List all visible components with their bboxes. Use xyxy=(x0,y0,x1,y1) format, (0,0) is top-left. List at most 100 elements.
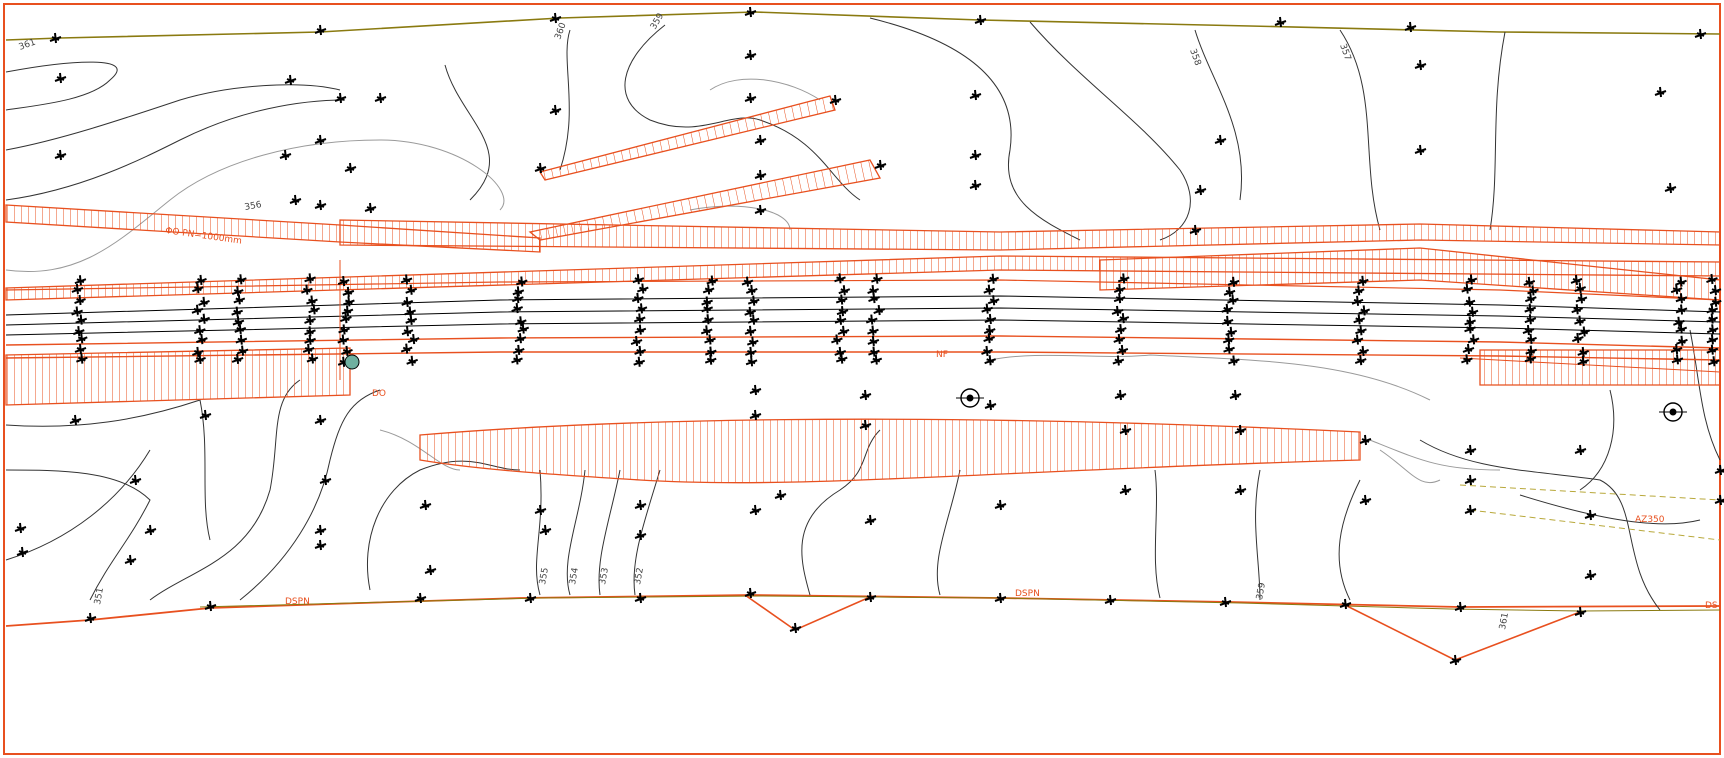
survey-point xyxy=(1225,326,1238,337)
code-label: DSPN xyxy=(1015,589,1040,599)
survey-point xyxy=(746,336,759,347)
survey-point xyxy=(1234,424,1247,436)
survey-point xyxy=(984,399,997,411)
survey-point xyxy=(204,600,217,612)
road-carriageway-lines xyxy=(5,260,1721,380)
survey-point xyxy=(1524,353,1537,364)
survey-point xyxy=(633,313,646,324)
survey-point xyxy=(512,344,525,356)
survey-point xyxy=(512,293,524,304)
survey-point xyxy=(969,179,982,191)
survey-point xyxy=(1675,323,1688,334)
survey-point xyxy=(1706,313,1718,324)
survey-point xyxy=(1709,296,1722,307)
survey-point xyxy=(1353,314,1366,325)
survey-point xyxy=(74,294,86,306)
survey-point xyxy=(1358,305,1371,316)
survey-point xyxy=(341,345,353,357)
diagonal-spur-1 xyxy=(538,95,836,181)
survey-point xyxy=(337,275,350,287)
survey-point xyxy=(314,524,327,536)
survey-point xyxy=(835,353,848,364)
survey-point xyxy=(633,356,646,367)
survey-point xyxy=(124,554,137,566)
survey-point xyxy=(700,325,713,336)
contour-lines xyxy=(5,17,1721,611)
survey-point xyxy=(749,504,762,516)
survey-point xyxy=(873,304,886,316)
survey-point xyxy=(1706,334,1719,345)
survey-point xyxy=(744,49,757,61)
survey-point xyxy=(1706,324,1719,335)
survey-point xyxy=(984,355,996,366)
survey-point xyxy=(1465,274,1478,285)
survey-point xyxy=(1219,596,1232,608)
survey-point xyxy=(342,286,355,297)
survey-point xyxy=(424,564,437,576)
survey-station-icon-2[interactable] xyxy=(1659,402,1687,422)
survey-point xyxy=(870,354,883,365)
survey-point xyxy=(69,414,82,426)
survey-point xyxy=(1675,276,1687,287)
survey-point xyxy=(289,194,302,206)
survey-point xyxy=(16,546,29,558)
survey-point xyxy=(1414,59,1427,71)
survey-point xyxy=(314,199,327,211)
survey-point xyxy=(71,306,83,317)
code-label: AZ350 xyxy=(1635,515,1665,525)
code-label: NF xyxy=(936,350,948,360)
survey-point xyxy=(1274,16,1287,28)
survey-point xyxy=(196,334,208,345)
survey-point xyxy=(868,346,880,357)
survey-point xyxy=(74,343,87,355)
survey-point xyxy=(631,292,644,304)
survey-point xyxy=(1524,314,1537,325)
survey-point xyxy=(14,522,27,534)
survey-point xyxy=(704,354,717,365)
survey-point xyxy=(1462,343,1475,355)
road-edge-band-2 xyxy=(1099,247,1721,301)
survey-point xyxy=(71,283,84,295)
survey-point xyxy=(515,276,528,287)
survey-point xyxy=(407,333,420,345)
survey-point xyxy=(1461,354,1473,365)
survey-point xyxy=(308,304,320,315)
survey-point xyxy=(314,24,327,36)
top-boundary-line xyxy=(5,11,1721,41)
survey-point xyxy=(314,539,327,551)
survey-point xyxy=(374,92,387,104)
code-label: DO xyxy=(372,389,386,399)
survey-point xyxy=(54,149,67,161)
survey-point xyxy=(1664,182,1677,194)
survey-point xyxy=(511,354,523,365)
survey-point xyxy=(231,285,244,297)
survey-point xyxy=(987,295,1000,306)
survey-point xyxy=(1117,313,1130,324)
lower-right-bank xyxy=(1479,349,1721,386)
survey-point xyxy=(235,334,248,345)
survey-point xyxy=(304,273,316,284)
survey-point xyxy=(831,334,843,345)
survey-point xyxy=(1356,275,1369,286)
survey-point xyxy=(539,524,552,536)
survey-point xyxy=(234,323,247,335)
survey-point xyxy=(1104,594,1117,606)
bottom-olive-edge xyxy=(199,595,1721,612)
survey-point xyxy=(235,274,247,285)
survey-station-icon[interactable] xyxy=(956,388,984,408)
survey-point xyxy=(74,275,87,286)
survey-point xyxy=(1227,294,1239,305)
survey-point xyxy=(838,285,851,296)
survey-point xyxy=(341,305,354,316)
survey-point xyxy=(72,326,85,337)
survey-point xyxy=(236,345,249,356)
survey-point xyxy=(75,333,88,344)
bottom-triangle-left xyxy=(744,594,871,631)
contour-label: 361 xyxy=(1498,612,1511,631)
survey-point xyxy=(745,346,757,358)
survey-point xyxy=(754,169,767,181)
survey-point xyxy=(1577,355,1590,367)
survey-point xyxy=(75,314,88,325)
survey-point xyxy=(517,323,530,334)
